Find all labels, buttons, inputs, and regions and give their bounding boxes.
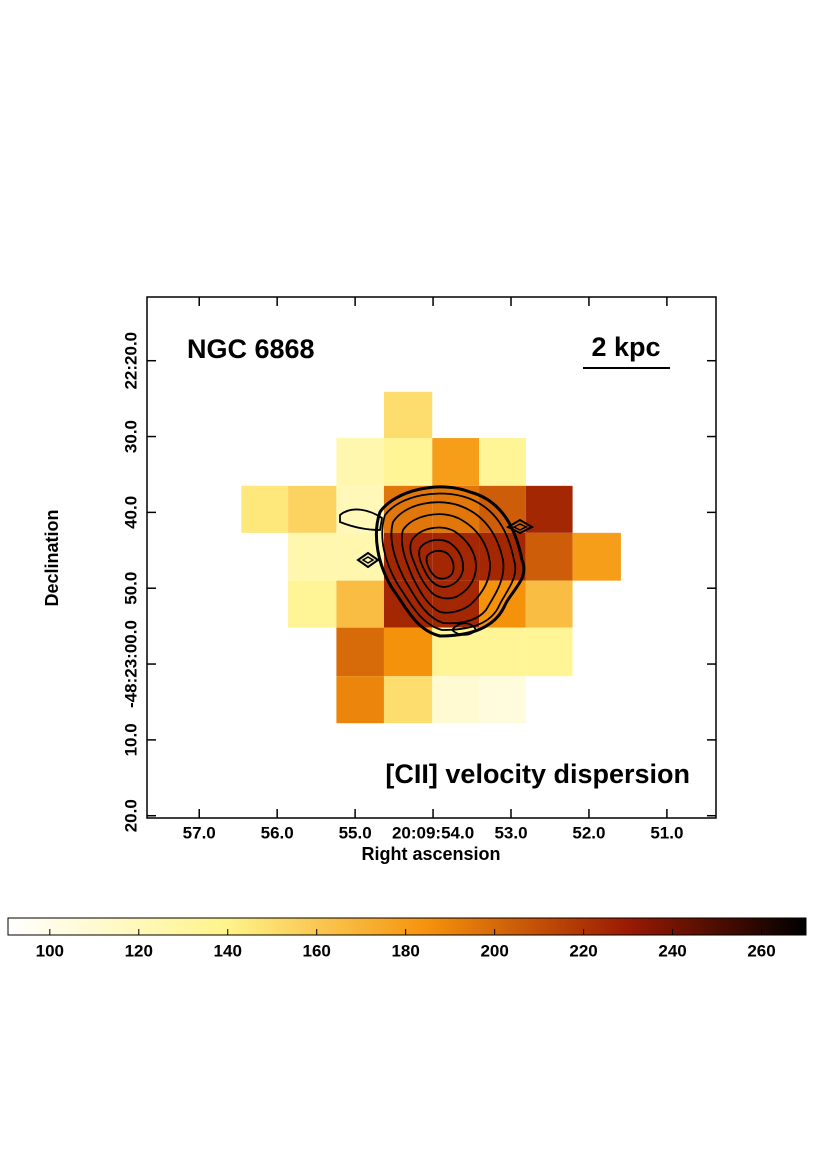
- chart-title: NGC 6868: [187, 334, 315, 364]
- x-tick-label: 56.0: [261, 823, 294, 842]
- cell: [288, 532, 337, 581]
- cell: [383, 438, 433, 486]
- cell: [432, 438, 480, 486]
- contours: [339, 485, 535, 638]
- colorbar-tick-label: 160: [303, 941, 331, 960]
- colorbar-tick-label: 240: [658, 941, 686, 960]
- map-label: [CII] velocity dispersion: [385, 759, 690, 789]
- cell: [572, 532, 621, 581]
- colorbar-tick-label: 140: [214, 941, 242, 960]
- plot-frame: [146, 296, 717, 819]
- y-tick-label: 30.0: [121, 420, 140, 453]
- colorbar-tick-label: 260: [747, 941, 775, 960]
- cell: [525, 532, 573, 581]
- x-tick-label: 52.0: [572, 823, 605, 842]
- cell: [288, 485, 337, 533]
- cell: [336, 438, 384, 486]
- y-tick-label: 50.0: [121, 572, 140, 605]
- y-tick-label: 22:20.0: [121, 332, 140, 390]
- x-tick-label: 51.0: [650, 823, 683, 842]
- y-tick-label: -48:23:00.0: [121, 620, 140, 708]
- scale-label: 2 kpc: [591, 332, 660, 362]
- cell: [288, 580, 337, 628]
- y-tick-label: 40.0: [121, 496, 140, 529]
- colorbar-tick-label: 120: [125, 941, 153, 960]
- cell: [432, 676, 480, 724]
- cell: [383, 676, 433, 724]
- cell: [432, 532, 480, 581]
- x-tick-label: 20:09:54.0: [392, 823, 474, 842]
- cell: [336, 627, 384, 677]
- cell: [479, 627, 526, 677]
- x-tick-label: 57.0: [183, 823, 216, 842]
- cell: [479, 676, 526, 724]
- x-tick-label: 53.0: [494, 823, 527, 842]
- colorbar-tick-label: 220: [569, 941, 597, 960]
- colorbar-tick-label: 200: [480, 941, 508, 960]
- cell: [525, 627, 573, 677]
- colorbar: [7, 917, 807, 936]
- y-tick-label: 10.0: [121, 723, 140, 756]
- y-tick-label: 20.0: [121, 799, 140, 832]
- cell: [336, 676, 384, 724]
- cell: [479, 438, 526, 486]
- cell: [336, 580, 384, 628]
- cell: [525, 580, 573, 628]
- cell: [383, 391, 433, 439]
- cell: [525, 485, 573, 533]
- y-axis-label: Declination: [42, 509, 62, 606]
- x-tick-label: 55.0: [339, 823, 372, 842]
- colorbar-tick-label: 100: [36, 941, 64, 960]
- cell: [241, 485, 289, 533]
- cell: [383, 627, 433, 677]
- colorbar-tick-label: 180: [391, 941, 419, 960]
- x-axis-label: Right ascension: [361, 844, 500, 864]
